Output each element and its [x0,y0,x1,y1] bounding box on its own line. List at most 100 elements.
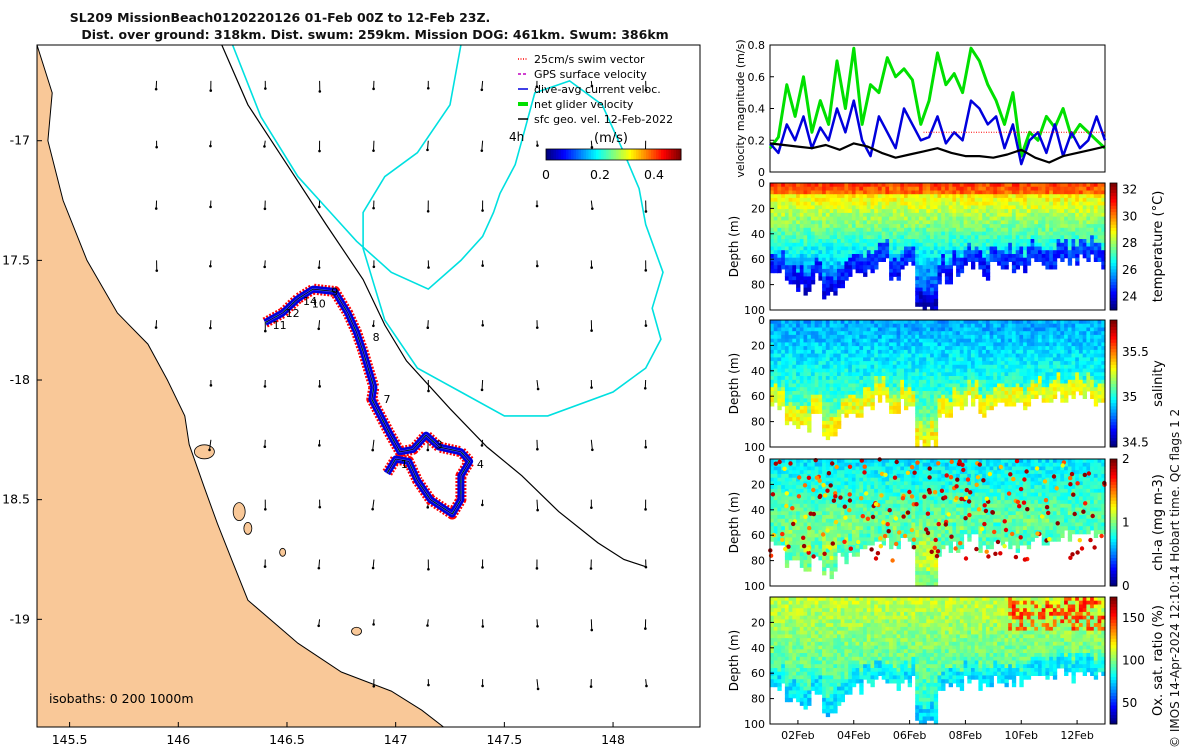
heatmap-cell [807,346,812,351]
heatmap-cell [1008,323,1013,328]
heatmap-cell [770,205,775,210]
heatmap-cell [859,194,864,199]
heatmap-cell [863,201,868,206]
heatmap-cell [885,368,890,373]
heatmap-cell [851,383,857,388]
heatmap-cell [833,209,838,214]
heatmap-cell [859,379,864,385]
heatmap-cell [870,268,875,274]
heatmap-cell [1071,376,1076,381]
heatmap-cell [833,183,838,188]
heatmap-cell [773,320,778,325]
heatmap-cell [844,246,849,251]
heatmap-cell [1071,383,1076,388]
heatmap-cell [1023,357,1028,362]
heatmap-cell [959,183,965,188]
heatmap-cell [803,331,808,336]
heatmap-cell [844,212,849,218]
heatmap-cell [784,563,790,568]
heatmap-cell [941,346,946,351]
heatmap-colorbar-segment [1110,221,1117,225]
heatmap-cell [1000,201,1006,206]
heatmap-cell [1090,331,1095,336]
heatmap-cell [863,265,868,270]
heatmap-cell [799,216,805,221]
heatmap-cell [840,383,845,388]
heatmap-cell [918,334,924,340]
sfc-velocity-arrow [481,379,484,390]
heatmap-cell [855,250,860,255]
heatmap-cell [971,364,976,370]
heatmap-cell [837,387,842,392]
heatmap-cell [848,227,853,233]
sfc-velocity-arrow [318,320,321,329]
heatmap-cell [948,413,953,418]
heatmap-cell [837,368,842,373]
heatmap-cell [877,186,883,191]
heatmap-cell [956,268,961,274]
heatmap-cell [840,394,845,399]
heatmap-cell [918,346,924,351]
heatmap-cell [967,327,972,332]
heatmap-cell [1060,257,1065,262]
heatmap-cell [781,500,786,505]
heatmap-cell [829,283,834,289]
heatmap-cell [818,357,823,362]
sfc-velocity-arrowhead [644,88,648,92]
heatmap-cell [799,409,805,414]
colorbar-segment [648,149,652,160]
heatmap-cell [803,334,808,340]
heatmap-cell [784,537,790,542]
heatmap-cell [985,379,991,385]
heatmap-cell [963,361,968,366]
heatmap-cell [1034,376,1039,381]
heatmap-cell [803,194,808,199]
heatmap-cell [1097,190,1102,195]
heatmap-cell [1049,190,1054,195]
heatmap-cell [777,183,782,188]
heatmap-cell [866,402,872,407]
heatmap-cell [877,190,883,195]
heatmap-cell [993,201,998,206]
heatmap-cell [926,227,931,233]
heatmap-cell [837,224,842,229]
heatmap-cell [851,394,857,399]
heatmap-cell [900,331,905,336]
heatmap-cell [773,511,778,516]
heatmap-cell [1071,205,1076,210]
heatmap-cell [922,216,927,221]
heatmap-cell [967,361,972,366]
heatmap-cell [1093,250,1099,255]
heatmap-cell [926,239,931,244]
heatmap-cell [866,220,872,225]
heatmap-cell [874,197,879,203]
heatmap-cell [904,364,909,370]
colorbar-segment [611,149,614,160]
heatmap-cell [971,327,976,332]
heatmap-cell [773,361,778,366]
heatmap-cell [1011,197,1017,203]
heatmap-cell [829,327,834,332]
heatmap-cell [770,473,775,479]
heatmap-cell [825,194,831,199]
heatmap-cell [1052,342,1058,347]
colorbar-segment [628,149,632,160]
heatmap-cell [937,331,942,336]
heatmap-cell [870,201,875,206]
heatmap-y-tick-label: 20 [751,339,765,352]
heatmap-cell [1052,387,1058,392]
heatmap-cell [889,379,894,385]
heatmap-cell [978,353,983,358]
heatmap-cell [1019,379,1024,385]
heatmap-cell [993,398,998,403]
velocity-y-tick-label: 0.6 [748,71,766,84]
heatmap-cell [848,349,853,355]
heatmap-cell [1023,183,1028,188]
heatmap-cell [907,372,912,377]
heatmap-cell [1030,338,1035,343]
heatmap-cell [818,205,823,210]
heatmap-cell [814,250,819,255]
heatmap-cell [971,357,976,362]
heatmap-cell [933,261,939,266]
heatmap-cell [796,357,801,362]
